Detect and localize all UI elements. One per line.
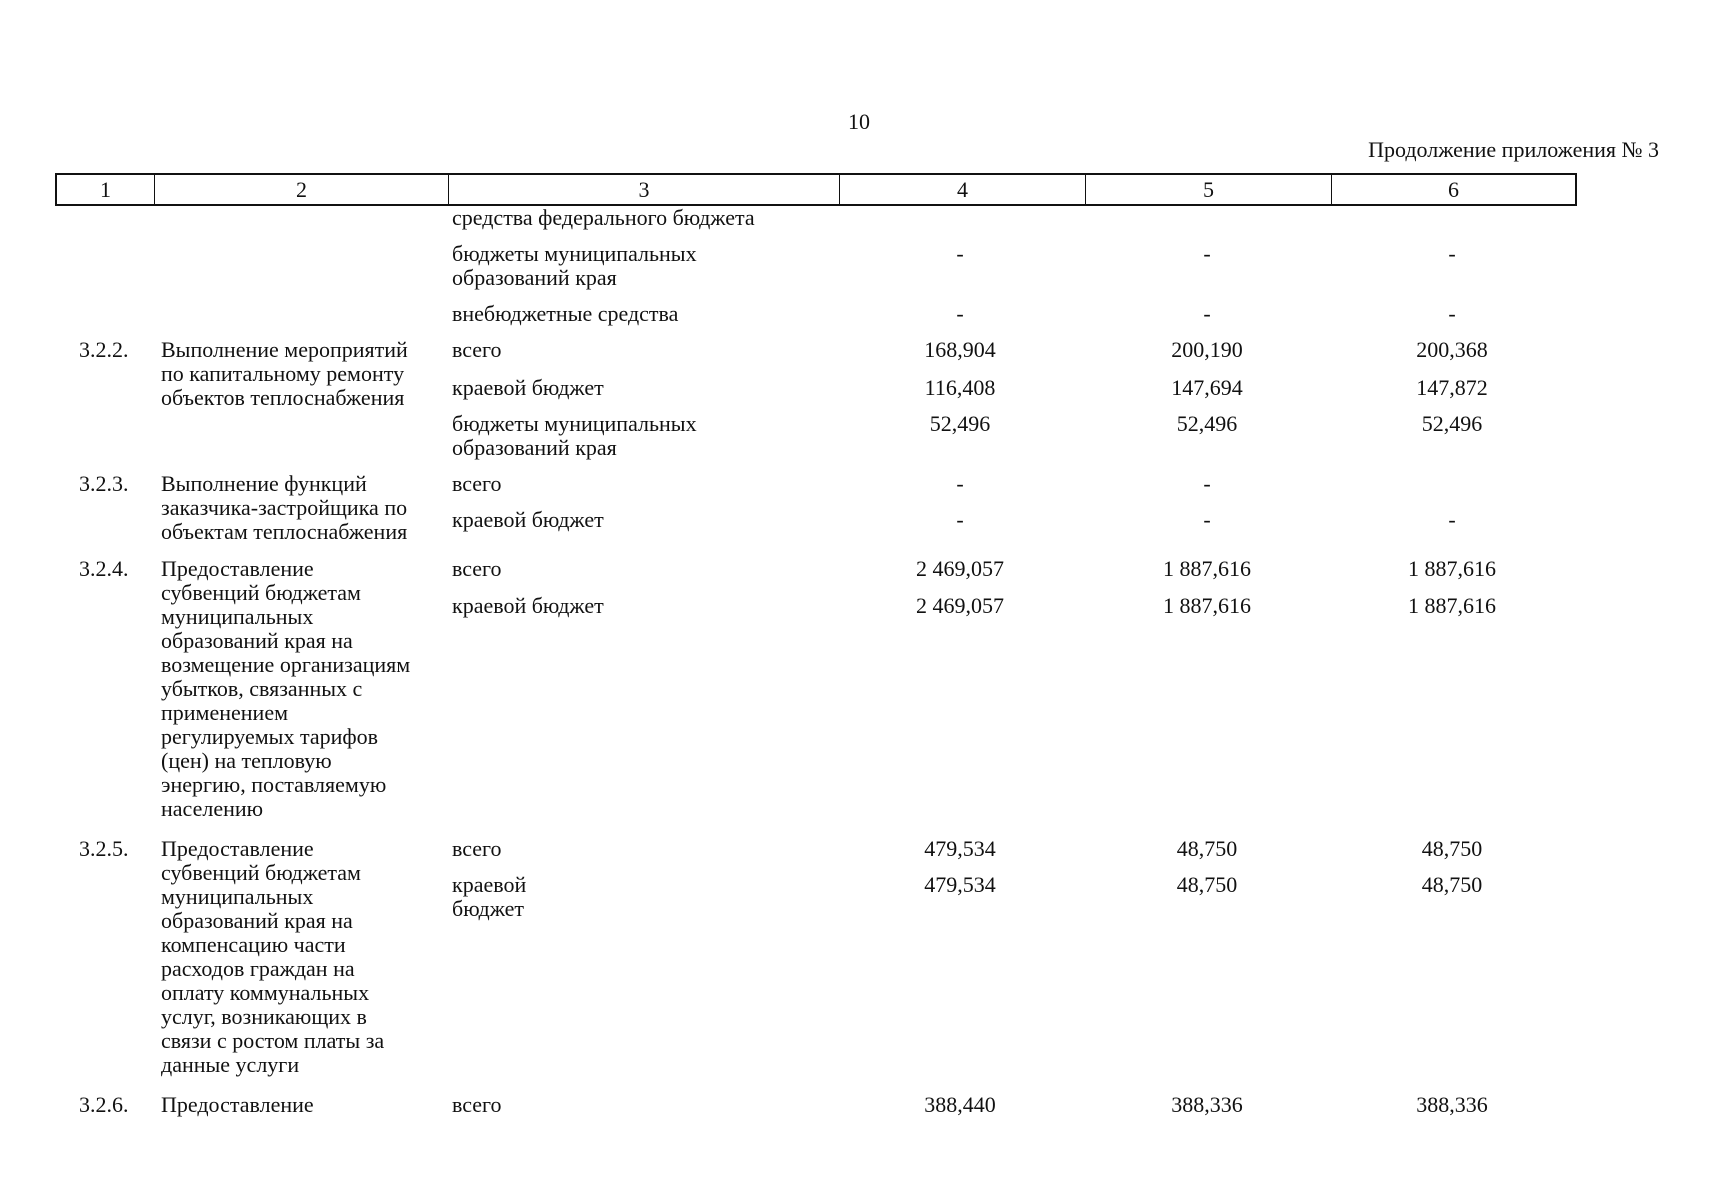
value-col-4: - [956, 301, 964, 326]
value-col-5: 200,190 [1171, 337, 1243, 362]
header-col-3: 3 [449, 175, 840, 204]
table-header: 1 2 3 4 5 6 [55, 173, 1577, 206]
item-code: 3.2.4. [79, 556, 129, 581]
value-col-4: 116,408 [924, 375, 996, 400]
value-col-5: - [1203, 471, 1211, 496]
funding-source: бюджеты муниципальных образований края [452, 241, 697, 290]
value-col-5: 52,496 [1176, 411, 1238, 436]
value-col-4: 479,534 [924, 872, 996, 897]
value-col-6: 388,336 [1416, 1092, 1488, 1117]
item-name: Выполнение функций заказчика-застройщика… [161, 471, 408, 544]
header-col-1: 1 [57, 175, 155, 204]
funding-source: всего [452, 337, 502, 362]
value-col-4: 168,904 [924, 337, 996, 362]
value-col-5: 48,750 [1176, 836, 1238, 861]
funding-source: краевой бюджет [452, 375, 604, 400]
page-number: 10 [848, 109, 870, 134]
funding-source: всего [452, 556, 502, 581]
value-col-5: 147,694 [1171, 375, 1243, 400]
funding-source: всего [452, 836, 502, 861]
value-col-5: 48,750 [1176, 872, 1238, 897]
value-col-4: 388,440 [924, 1092, 996, 1117]
value-col-5: - [1203, 241, 1211, 266]
value-col-6: 48,750 [1421, 872, 1483, 897]
header-col-2: 2 [155, 175, 449, 204]
value-col-5: - [1203, 301, 1211, 326]
value-col-6: 200,368 [1416, 337, 1488, 362]
funding-source: краевой бюджет [452, 507, 604, 532]
funding-source: бюджеты муниципальных образований края [452, 411, 697, 460]
value-col-6: - [1448, 241, 1456, 266]
value-col-5: - [1203, 507, 1211, 532]
header-col-6: 6 [1448, 177, 1459, 202]
funding-source: средства федерального бюджета [452, 205, 755, 230]
funding-source: краевой бюджет [452, 872, 527, 921]
header-col-4: 4 [840, 175, 1086, 204]
value-col-4: 52,496 [929, 411, 991, 436]
funding-source: всего [452, 1092, 502, 1117]
value-col-6: - [1448, 301, 1456, 326]
item-code: 3.2.5. [79, 836, 129, 861]
item-name: Предоставление [161, 1092, 314, 1117]
item-name: Выполнение мероприятий по капитальному р… [161, 337, 408, 410]
funding-source: всего [452, 471, 502, 496]
value-col-6: 52,496 [1421, 411, 1483, 436]
value-col-4: 2 469,057 [916, 556, 1004, 581]
value-col-6: 1 887,616 [1408, 593, 1496, 618]
item-code: 3.2.6. [79, 1092, 129, 1117]
item-code: 3.2.2. [79, 337, 129, 362]
value-col-6: 48,750 [1421, 836, 1483, 861]
item-name: Предоставление субвенций бюджетам муници… [161, 836, 385, 1077]
item-code: 3.2.3. [79, 471, 129, 496]
value-col-5: 1 887,616 [1163, 593, 1251, 618]
header-col-5: 5 [1086, 175, 1332, 204]
value-col-4: - [956, 471, 964, 496]
value-col-4: - [956, 507, 964, 532]
value-col-6: - [1448, 507, 1456, 532]
funding-source: внебюджетные средства [452, 301, 679, 326]
continuation-label: Продолжение приложения № 3 [1368, 137, 1659, 162]
value-col-4: 2 469,057 [916, 593, 1004, 618]
funding-source: краевой бюджет [452, 593, 604, 618]
value-col-4: - [956, 241, 964, 266]
value-col-5: 1 887,616 [1163, 556, 1251, 581]
item-name: Предоставление субвенций бюджетам муници… [161, 556, 411, 821]
value-col-6: 1 887,616 [1408, 556, 1496, 581]
value-col-4: 479,534 [924, 836, 996, 861]
value-col-5: 388,336 [1171, 1092, 1243, 1117]
value-col-6: 147,872 [1416, 375, 1488, 400]
